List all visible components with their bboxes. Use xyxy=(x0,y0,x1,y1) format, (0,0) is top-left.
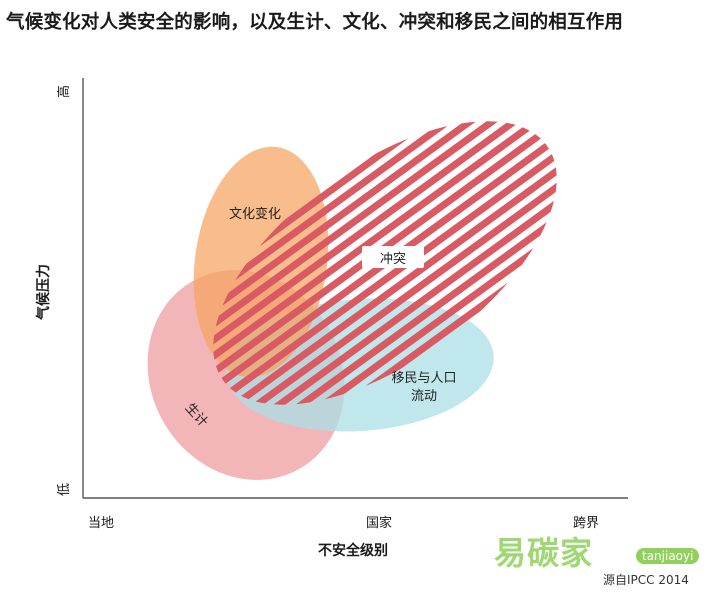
diagram-title: 气候变化对人类安全的影响，以及生计、文化、冲突和移民之间的相互作用 xyxy=(6,12,624,33)
y-axis-high-label: 高 xyxy=(57,84,73,99)
culture-label: 文化变化 xyxy=(229,207,282,222)
migration-label-line2: 流动 xyxy=(410,389,437,404)
y-axis-low-label: 低 xyxy=(57,482,73,497)
conflict-label: 冲突 xyxy=(362,246,424,268)
x-axis-title: 不安全级别 xyxy=(318,543,388,559)
y-axis-title: 气候压力 xyxy=(36,264,52,320)
watermark-badge: tanjiaoyi xyxy=(636,548,700,564)
source-note: 源自IPCC 2014 xyxy=(603,573,689,587)
watermark-logo: 易碳家 xyxy=(494,534,594,572)
x-tick-local: 当地 xyxy=(88,516,115,531)
migration-label: 移民与人口 流动 xyxy=(384,370,464,406)
x-tick-transboundary: 跨界 xyxy=(573,516,600,531)
migration-label-line1: 移民与人口 xyxy=(391,371,457,386)
x-tick-national: 国家 xyxy=(366,516,393,531)
conflict-label-text: 冲突 xyxy=(379,251,406,267)
